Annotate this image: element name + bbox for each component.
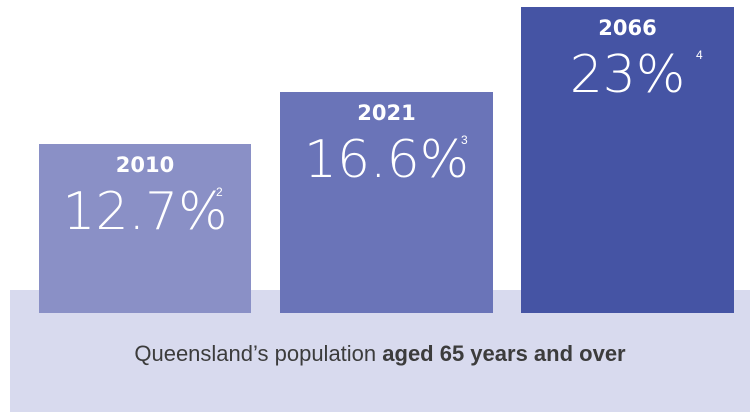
footnote-marker: 2: [216, 185, 223, 200]
chart-caption: Queensland’s population aged 65 years an…: [10, 341, 750, 367]
caption-bold: aged 65 years and over: [382, 341, 626, 366]
caption-regular: Queensland’s population: [134, 341, 383, 366]
bar-2021: 2021 16.6% 3: [280, 92, 493, 313]
bar-value-label: 12.7%: [62, 182, 228, 243]
bar-year-label: 2066: [598, 16, 657, 40]
bar-value-label: 23%: [569, 45, 686, 105]
footnote-marker: 4: [696, 48, 703, 62]
bar-year-label: 2021: [357, 101, 416, 126]
bar-2010: 2010 12.7% 2: [39, 144, 251, 313]
bar-value-label: 16.6%: [303, 130, 470, 191]
bar-2066: 2066 23% 4: [521, 7, 734, 313]
footnote-marker: 3: [461, 133, 468, 148]
bar-year-label: 2010: [115, 153, 175, 178]
